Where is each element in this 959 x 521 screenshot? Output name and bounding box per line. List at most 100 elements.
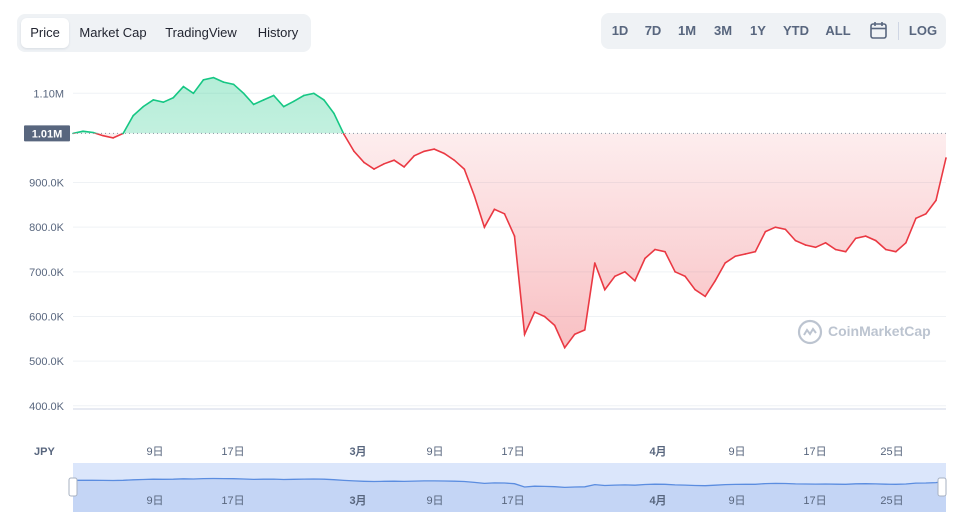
navigator-x-label: 9日: [728, 495, 745, 507]
tab-tradingview[interactable]: TradingView: [165, 25, 237, 40]
y-tick-label: 400.0K: [29, 401, 65, 413]
y-tick-label: 500.0K: [29, 356, 65, 368]
x-tick-label: 17日: [501, 446, 524, 458]
price-point: [423, 150, 426, 153]
x-tick-label: 25日: [880, 446, 903, 458]
navigator-x-label: 9日: [146, 495, 163, 507]
chart-type-tabs: Price Market Cap TradingView History: [17, 14, 311, 52]
price-point: [513, 235, 516, 237]
price-point: [483, 226, 486, 228]
price-point: [192, 92, 195, 95]
tab-price[interactable]: Price: [21, 18, 69, 48]
price-point: [915, 217, 917, 220]
price-point: [292, 100, 295, 103]
x-tick-label: 4月: [649, 445, 666, 458]
tab-history[interactable]: History: [257, 25, 299, 40]
price-point: [523, 333, 526, 336]
range-navigator: 9日 17日 3月 9日 17日 4月 9日 17日 25日: [68, 463, 947, 512]
range-ytd-button[interactable]: YTD: [783, 23, 809, 38]
price-line-up: [72, 76, 345, 134]
calendar-icon[interactable]: [865, 16, 891, 46]
price-point: [212, 76, 215, 79]
price-point: [543, 315, 546, 318]
price-point: [433, 148, 436, 150]
price-point: [82, 130, 84, 132]
navigator-right-handle[interactable]: [937, 477, 947, 497]
navigator-area: [73, 478, 946, 512]
baseline-label: 1.01M: [32, 128, 63, 140]
range-3m-button[interactable]: 3M: [713, 23, 733, 38]
price-point: [654, 248, 656, 251]
price-point: [102, 134, 104, 137]
price-point: [503, 212, 506, 215]
price-point: [895, 250, 897, 253]
watermark-text: CoinMarketCap: [828, 323, 931, 339]
price-point: [925, 212, 927, 215]
price-point: [393, 159, 395, 162]
price-area-below-baseline: [96, 133, 946, 348]
range-7d-button[interactable]: 7D: [644, 23, 662, 38]
x-tick-label: 9日: [426, 446, 443, 458]
tab-market-cap[interactable]: Market Cap: [79, 25, 147, 40]
navigator-left-handle[interactable]: [68, 477, 78, 497]
coinmarketcap-logo-icon: [797, 319, 823, 345]
price-series: 1.01M: [24, 76, 947, 350]
price-point: [142, 105, 145, 108]
y-tick-label: 800.0K: [29, 222, 65, 234]
price-point: [593, 262, 596, 264]
price-point: [333, 112, 335, 115]
price-point: [282, 105, 285, 108]
price-point: [844, 250, 847, 253]
price-point: [553, 324, 556, 327]
price-point: [343, 133, 345, 136]
x-tick-label: 17日: [221, 446, 244, 458]
price-point: [864, 235, 867, 237]
price-point: [724, 262, 727, 264]
price-point: [383, 162, 385, 165]
log-scale-toggle[interactable]: LOG: [908, 23, 938, 38]
baseline-label-bg: [24, 125, 70, 142]
range-1y-button[interactable]: 1Y: [750, 23, 766, 38]
range-1d-button[interactable]: 1D: [611, 23, 629, 38]
price-point: [583, 329, 586, 331]
price-point: [945, 157, 947, 159]
x-tick-label: 9日: [146, 446, 163, 458]
range-divider: [898, 22, 899, 40]
price-point: [764, 230, 767, 233]
price-point: [884, 248, 887, 251]
range-1m-button[interactable]: 1M: [677, 23, 697, 38]
price-point: [664, 250, 666, 253]
price-point: [272, 94, 275, 97]
price-point: [152, 99, 155, 101]
x-tick-label: 17日: [803, 446, 826, 458]
price-point: [784, 228, 787, 231]
range-all-button[interactable]: ALL: [825, 23, 851, 38]
y-axis: 400.0K 500.0K 600.0K 700.0K 800.0K 900.0K 1.10…: [29, 88, 65, 413]
price-line-down: [73, 133, 947, 350]
price-point: [262, 99, 265, 101]
navigator-x-label: 4月: [649, 494, 666, 507]
price-point: [804, 244, 807, 246]
price-point: [573, 333, 576, 336]
price-point: [533, 311, 536, 313]
y-tick-label: 700.0K: [29, 267, 65, 279]
price-point: [122, 132, 124, 135]
price-point: [624, 271, 626, 273]
navigator-x-label: 17日: [221, 495, 244, 507]
price-point: [242, 92, 245, 95]
price-point: [824, 242, 827, 244]
navigator-x-label: 17日: [803, 495, 826, 507]
price-point: [443, 152, 446, 155]
price-point: [854, 237, 857, 240]
price-point: [614, 275, 616, 278]
price-point: [182, 85, 185, 88]
price-point: [744, 253, 747, 255]
price-point: [232, 83, 235, 86]
price-point: [463, 168, 466, 170]
price-point: [704, 295, 706, 298]
price-point: [734, 255, 737, 257]
price-point: [814, 246, 817, 249]
price-point: [413, 154, 415, 157]
currency-label: JPY: [34, 446, 55, 458]
